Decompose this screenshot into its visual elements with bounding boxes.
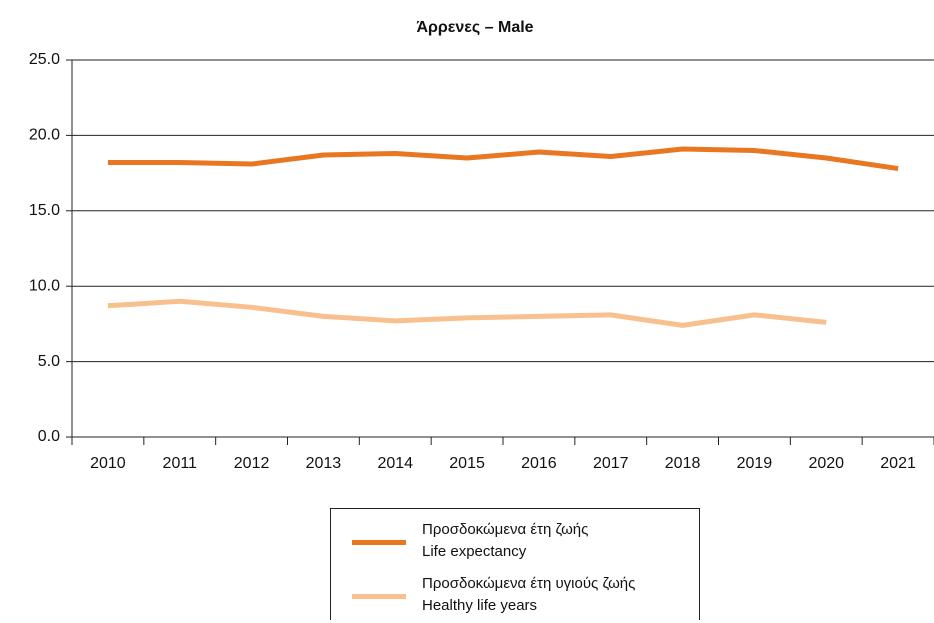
x-tick-label: 2014: [377, 455, 413, 472]
x-tick-label: 2011: [163, 455, 198, 472]
x-tick-label: 2017: [593, 455, 629, 472]
x-tick-label: 2010: [90, 455, 126, 472]
chart-title: Άρρενες – Male: [416, 19, 533, 36]
chart: Άρρενες – Male 0.0 5.0 10.0 15.0 20.0 25.0 201…: [29, 19, 934, 472]
x-tick-label: 2016: [521, 455, 557, 472]
legend-swatch: [352, 594, 406, 599]
y-tick-label: 0.0: [38, 428, 60, 445]
y-tick-label: 15.0: [29, 202, 60, 219]
legend-item: Προσδοκώμενα έτη υγιούς ζωής Healthy lif…: [331, 573, 699, 623]
x-tick-label: 2018: [665, 455, 701, 472]
x-tick-label: 2019: [737, 455, 773, 472]
legend-swatch: [352, 540, 406, 545]
y-tick-label: 25.0: [29, 51, 60, 68]
legend: Προσδοκώμενα έτη ζωής Life expectancy Προ…: [330, 508, 700, 620]
series-line: [107, 146, 899, 172]
x-tick-label: 2020: [808, 455, 844, 472]
legend-label: Προσδοκώμενα έτη ζωής Life expectancy: [422, 521, 589, 560]
x-tick-label: 2021: [880, 455, 916, 472]
y-tick-label: 20.0: [29, 127, 60, 144]
x-tick-label: 2012: [234, 455, 270, 472]
series-line: [107, 298, 827, 328]
x-tick-label: 2013: [306, 455, 342, 472]
y-tick-label: 10.0: [29, 277, 60, 294]
x-tick-label: 2015: [449, 455, 485, 472]
legend-item: Προσδοκώμενα έτη ζωής Life expectancy: [331, 519, 699, 569]
y-tick-label: 5.0: [38, 353, 60, 370]
legend-label: Προσδοκώμενα έτη υγιούς ζωής Healthy lif…: [422, 575, 636, 614]
